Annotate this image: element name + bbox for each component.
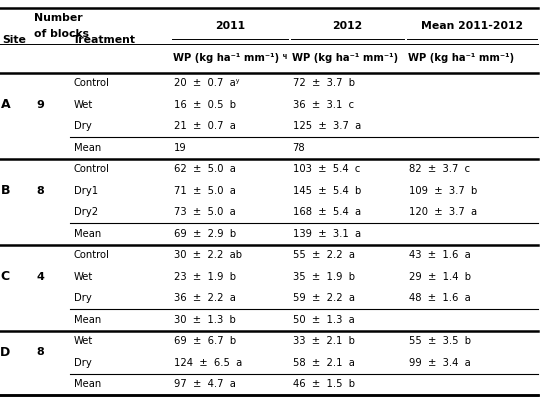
Text: WP (kg ha⁻¹ mm⁻¹) ᶣ: WP (kg ha⁻¹ mm⁻¹) ᶣ — [173, 53, 287, 63]
Text: 29  ±  1.4  b: 29 ± 1.4 b — [409, 272, 471, 282]
Text: 82  ±  3.7  c: 82 ± 3.7 c — [409, 164, 470, 174]
Text: Wet: Wet — [74, 336, 93, 346]
Text: 43  ±  1.6  a: 43 ± 1.6 a — [409, 250, 471, 260]
Text: 72  ±  3.7  b: 72 ± 3.7 b — [293, 78, 355, 88]
Text: Dry: Dry — [74, 293, 91, 303]
Text: 46  ±  1.5  b: 46 ± 1.5 b — [293, 379, 355, 389]
Text: Wet: Wet — [74, 272, 93, 282]
Text: 125  ±  3.7  a: 125 ± 3.7 a — [293, 121, 361, 131]
Text: 97  ±  4.7  a: 97 ± 4.7 a — [174, 379, 235, 389]
Text: 145  ±  5.4  b: 145 ± 5.4 b — [293, 186, 361, 196]
Text: 168  ±  5.4  a: 168 ± 5.4 a — [293, 207, 361, 217]
Text: 30  ±  1.3  b: 30 ± 1.3 b — [174, 315, 235, 325]
Text: 36  ±  3.1  c: 36 ± 3.1 c — [293, 100, 354, 110]
Text: 23  ±  1.9  b: 23 ± 1.9 b — [174, 272, 236, 282]
Text: 35  ±  1.9  b: 35 ± 1.9 b — [293, 272, 355, 282]
Text: Control: Control — [74, 250, 109, 260]
Text: 99  ±  3.4  a: 99 ± 3.4 a — [409, 358, 471, 368]
Text: 8: 8 — [37, 186, 44, 196]
Text: Dry: Dry — [74, 121, 91, 131]
Text: 120  ±  3.7  a: 120 ± 3.7 a — [409, 207, 477, 217]
Text: 30  ±  2.2  ab: 30 ± 2.2 ab — [174, 250, 242, 260]
Text: Mean: Mean — [74, 143, 101, 153]
Text: of blocks: of blocks — [34, 29, 89, 39]
Text: 139  ±  3.1  a: 139 ± 3.1 a — [293, 229, 361, 239]
Text: Dry: Dry — [74, 358, 91, 368]
Text: 109  ±  3.7  b: 109 ± 3.7 b — [409, 186, 477, 196]
Text: 59  ±  2.2  a: 59 ± 2.2 a — [293, 293, 355, 303]
Text: Treatment: Treatment — [73, 35, 136, 45]
Text: 58  ±  2.1  a: 58 ± 2.1 a — [293, 358, 354, 368]
Text: Site: Site — [3, 35, 27, 45]
Text: 48  ±  1.6  a: 48 ± 1.6 a — [409, 293, 471, 303]
Text: Mean: Mean — [74, 229, 101, 239]
Text: Number: Number — [34, 13, 82, 23]
Text: 55  ±  3.5  b: 55 ± 3.5 b — [409, 336, 471, 346]
Text: 20  ±  0.7  aʸ: 20 ± 0.7 aʸ — [174, 78, 239, 88]
Text: 33  ±  2.1  b: 33 ± 2.1 b — [293, 336, 354, 346]
Text: 21  ±  0.7  a: 21 ± 0.7 a — [174, 121, 235, 131]
Text: Wet: Wet — [74, 100, 93, 110]
Text: 2011: 2011 — [215, 21, 245, 31]
Text: 124  ±  6.5  a: 124 ± 6.5 a — [174, 358, 242, 368]
Text: Dry2: Dry2 — [74, 207, 98, 217]
Text: 103  ±  5.4  c: 103 ± 5.4 c — [293, 164, 360, 174]
Text: 19: 19 — [174, 143, 187, 153]
Text: Control: Control — [74, 78, 109, 88]
Text: 69  ±  2.9  b: 69 ± 2.9 b — [174, 229, 236, 239]
Text: Mean 2011-2012: Mean 2011-2012 — [421, 21, 523, 31]
Text: 4: 4 — [37, 272, 44, 282]
Text: 50  ±  1.3  a: 50 ± 1.3 a — [293, 315, 354, 325]
Text: 69  ±  6.7  b: 69 ± 6.7 b — [174, 336, 236, 346]
Text: Dry1: Dry1 — [74, 186, 98, 196]
Text: 73  ±  5.0  a: 73 ± 5.0 a — [174, 207, 235, 217]
Text: 16  ±  0.5  b: 16 ± 0.5 b — [174, 100, 236, 110]
Text: 36  ±  2.2  a: 36 ± 2.2 a — [174, 293, 235, 303]
Text: WP (kg ha⁻¹ mm⁻¹): WP (kg ha⁻¹ mm⁻¹) — [292, 53, 398, 63]
Text: 2012: 2012 — [333, 21, 362, 31]
Text: 9: 9 — [37, 100, 44, 110]
Text: Control: Control — [74, 164, 109, 174]
Text: D: D — [1, 346, 10, 359]
Text: B: B — [1, 184, 10, 198]
Text: 55  ±  2.2  a: 55 ± 2.2 a — [293, 250, 355, 260]
Text: 8: 8 — [37, 347, 44, 357]
Text: C: C — [1, 270, 10, 283]
Text: Mean: Mean — [74, 379, 101, 389]
Text: 71  ±  5.0  a: 71 ± 5.0 a — [174, 186, 235, 196]
Text: 62  ±  5.0  a: 62 ± 5.0 a — [174, 164, 235, 174]
Text: Mean: Mean — [74, 315, 101, 325]
Text: A: A — [1, 99, 10, 111]
Text: 78: 78 — [293, 143, 305, 153]
Text: WP (kg ha⁻¹ mm⁻¹): WP (kg ha⁻¹ mm⁻¹) — [408, 53, 514, 63]
